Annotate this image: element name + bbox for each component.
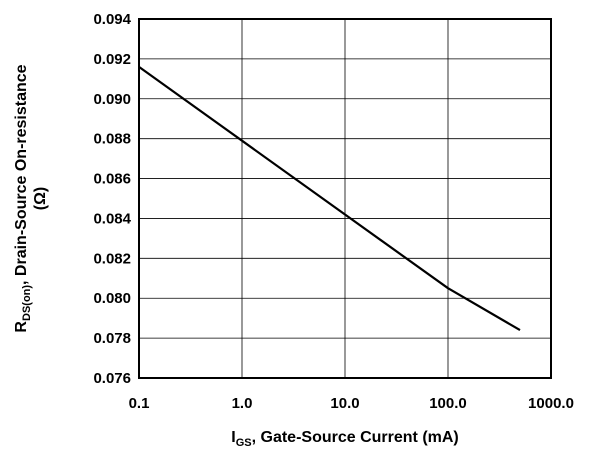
x-tick-label: 100.0 — [429, 395, 467, 412]
y-axis-title-main: R — [13, 321, 30, 333]
y-axis-title-rest: , Drain-Source On-resistance — [13, 64, 30, 285]
y-tick-label: 0.080 — [93, 290, 131, 307]
y-tick-label: 0.086 — [93, 171, 131, 188]
y-tick-label: 0.076 — [93, 370, 131, 387]
y-tick-label: 0.084 — [93, 210, 131, 227]
x-tick-label: 0.1 — [129, 395, 150, 412]
y-tick-labels: 0.076 0.078 0.080 0.082 0.084 0.086 0.088 0.090… — [93, 11, 131, 387]
series-line — [138, 66, 521, 332]
x-axis-title-rest: , Gate-Source Current (mA) — [252, 429, 459, 446]
x-axis-title: IGS, Gate-Source Current (mA) — [231, 429, 459, 449]
x-tick-label: 1000.0 — [528, 395, 574, 412]
y-tick-label: 0.090 — [93, 91, 131, 108]
y-axis-title-sub: DS(on) — [21, 285, 33, 321]
x-axis-title-main: I — [231, 429, 235, 446]
y-tick-label: 0.094 — [93, 11, 131, 28]
x-tick-labels: 0.1 1.0 10.0 100.0 1000.0 — [129, 395, 574, 412]
y-axis-unit: (Ω) — [32, 187, 49, 210]
y-tick-label: 0.082 — [93, 250, 131, 267]
series-layer — [138, 66, 521, 332]
x-tick-label: 1.0 — [232, 395, 253, 412]
y-tick-label: 0.088 — [93, 131, 131, 148]
x-axis-title-sub: GS — [236, 437, 252, 449]
plot-frame — [138, 18, 552, 379]
y-tick-label: 0.092 — [93, 51, 131, 68]
grid — [139, 19, 551, 378]
x-tick-label: 10.0 — [330, 395, 359, 412]
y-axis-title: RDS(on), Drain-Source On-resistance — [13, 64, 33, 332]
y-tick-label: 0.078 — [93, 330, 131, 347]
